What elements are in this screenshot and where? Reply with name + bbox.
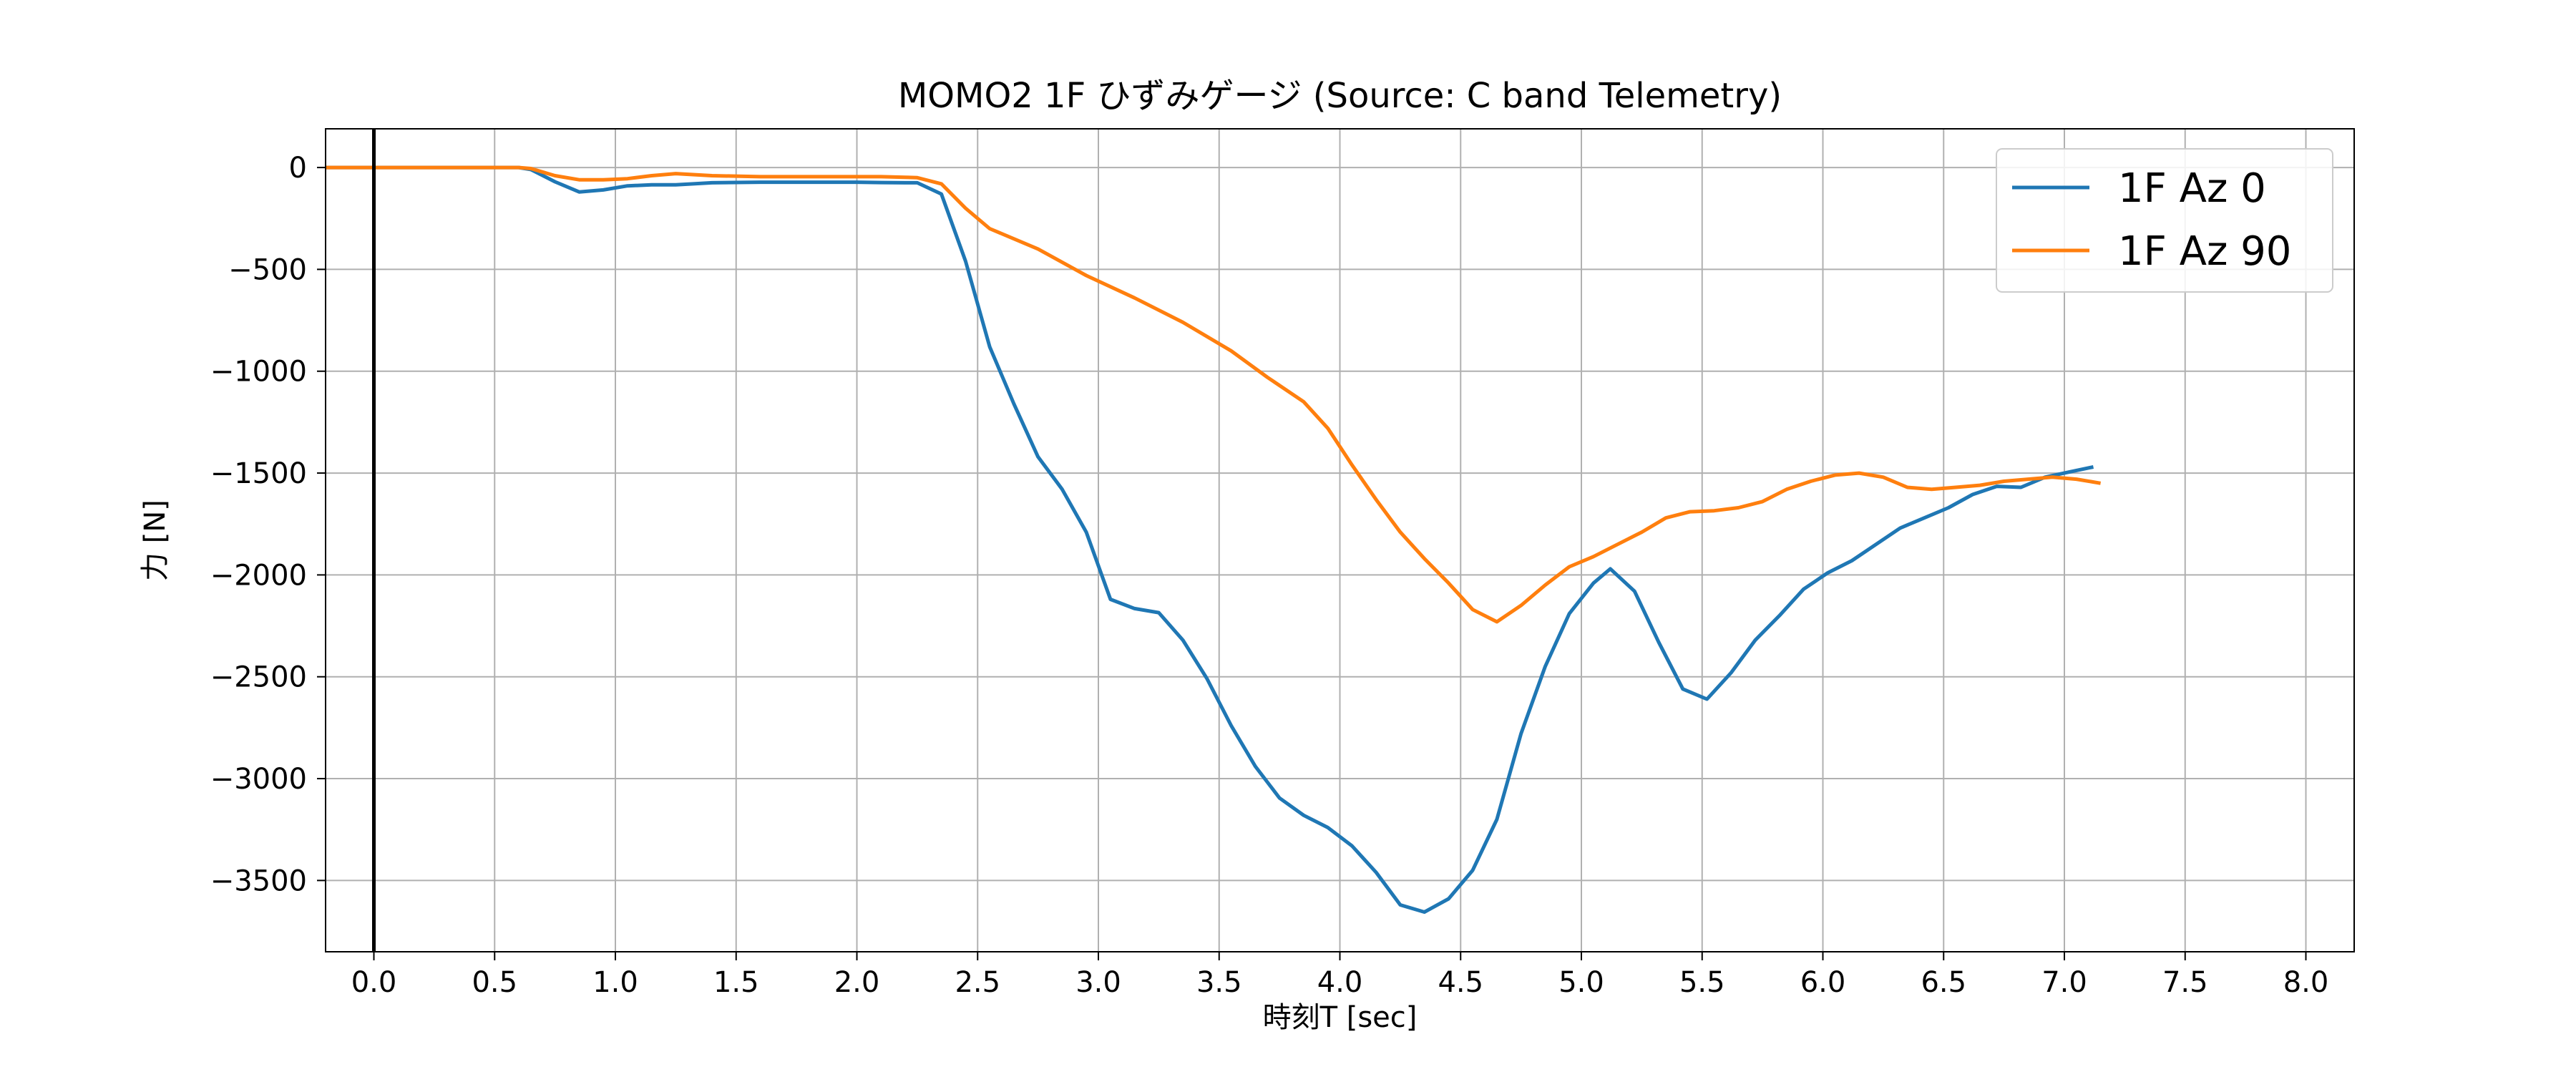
x-axis-title: 時刻T [sec] <box>1263 1001 1418 1034</box>
x-tick-label: 0.0 <box>351 966 397 999</box>
x-tick-label: 1.5 <box>713 966 759 999</box>
series-layer <box>326 165 2102 914</box>
chart-title: MOMO2 1F ひずみゲージ (Source: C band Telemetr… <box>898 76 1782 116</box>
x-tick-label: 3.0 <box>1075 966 1121 999</box>
y-axis-ticks: 0 −500 −1000 −1500 −2000 −2500 −3000 −3500 <box>210 152 326 897</box>
y-tick-label: −3500 <box>210 864 307 897</box>
legend-label: 1F Az 90 <box>2118 228 2291 275</box>
x-tick-label: 1.0 <box>592 966 638 999</box>
x-tick-label: 5.5 <box>1679 966 1725 999</box>
x-tick-label: 4.0 <box>1317 966 1363 999</box>
legend-label: 1F Az 0 <box>2118 165 2266 212</box>
x-tick-label: 8.0 <box>2283 966 2329 999</box>
y-tick-label: −500 <box>228 253 307 286</box>
x-tick-label: 4.5 <box>1438 966 1483 999</box>
y-tick-label: −2500 <box>210 661 307 694</box>
y-tick-label: −2000 <box>210 559 307 592</box>
y-axis-title: 力 [N] <box>139 499 172 581</box>
x-tick-label: 0.5 <box>472 966 517 999</box>
x-axis-ticks: 0.0 0.5 1.0 1.5 2.0 2.5 3.0 3.5 4.0 4.5 5.0 5.5 6.0 6… <box>351 952 2329 999</box>
y-tick-label: 0 <box>289 152 307 185</box>
y-tick-label: −3000 <box>210 763 307 796</box>
x-tick-label: 3.5 <box>1196 966 1242 999</box>
x-tick-label: 6.5 <box>1921 966 1966 999</box>
y-tick-label: −1500 <box>210 457 307 490</box>
x-tick-label: 7.0 <box>2041 966 2087 999</box>
x-tick-label: 2.5 <box>955 966 1000 999</box>
x-tick-label: 6.0 <box>1800 966 1846 999</box>
x-tick-label: 2.0 <box>834 966 880 999</box>
legend-box <box>1996 148 2333 293</box>
x-tick-label: 7.5 <box>2162 966 2208 999</box>
x-tick-label: 5.0 <box>1558 966 1604 999</box>
series-line-1 <box>326 165 2102 624</box>
legend: 1F Az 0 1F Az 90 <box>1996 148 2333 293</box>
series-line-0 <box>326 165 2094 914</box>
y-tick-label: −1000 <box>210 356 307 389</box>
